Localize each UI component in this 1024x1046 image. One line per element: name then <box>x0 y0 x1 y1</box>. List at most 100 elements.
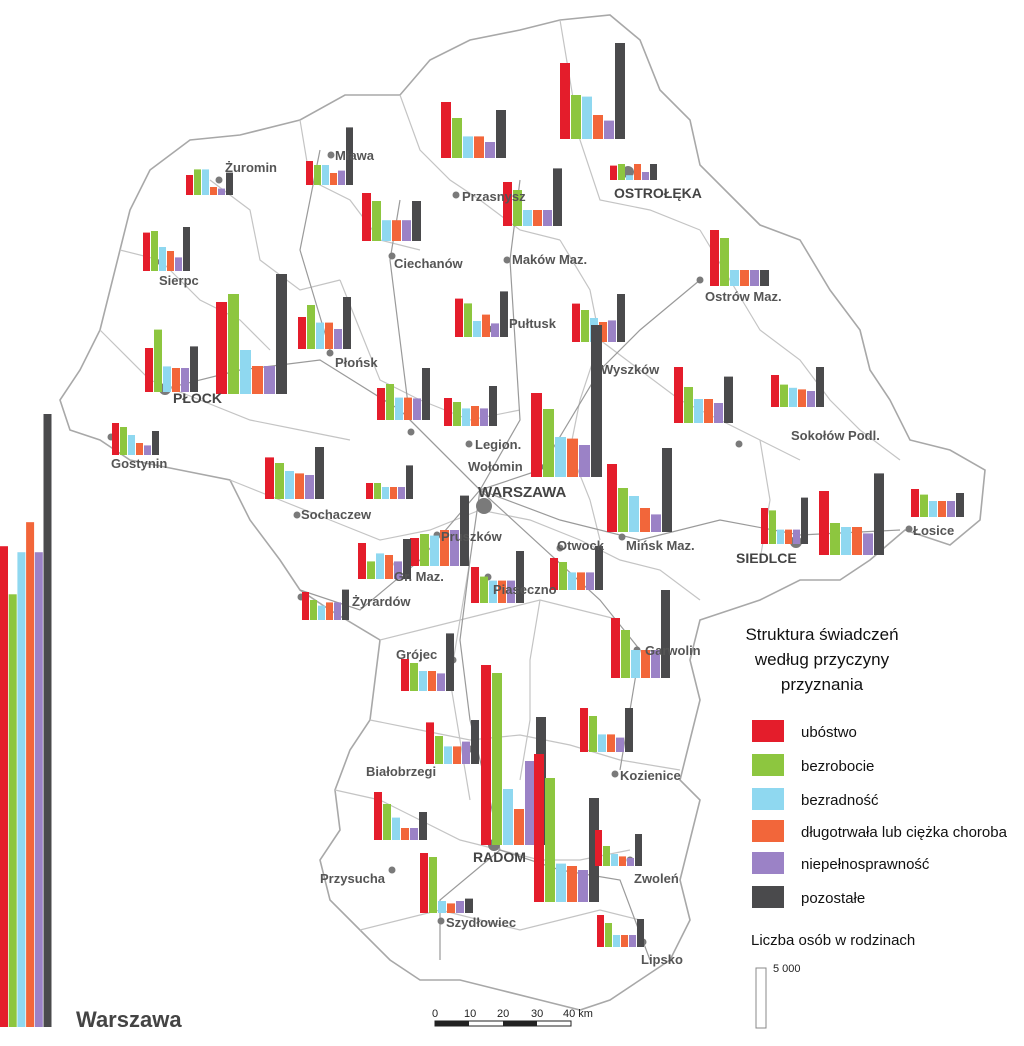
chart-bar <box>465 898 473 913</box>
chart-bar <box>920 494 928 517</box>
chart-bar <box>500 291 508 337</box>
legend-swatch <box>752 886 784 908</box>
chart-bar <box>785 529 792 544</box>
label-legion: Legion. <box>475 437 521 452</box>
chart-bar <box>798 389 806 407</box>
chart-bar <box>625 708 633 752</box>
chart-bar <box>374 792 382 840</box>
chart-bar <box>383 804 391 840</box>
chart-bar <box>531 393 542 477</box>
chart-bar <box>394 561 402 579</box>
bar-charts <box>112 43 964 947</box>
chart-bar <box>330 173 337 185</box>
chart-bar <box>382 487 389 499</box>
city-chart <box>534 754 599 902</box>
chart-bar <box>412 201 421 241</box>
city-labels: Żuromin Mława Przasnysz OSTROŁĘKA Sierpc… <box>111 148 954 967</box>
legend-title-line2: według przyczyny <box>754 650 890 669</box>
label-szydlowiec: Szydłowiec <box>446 915 516 930</box>
chart-bar <box>489 580 497 603</box>
chart-bar <box>714 403 723 423</box>
label-sochaczew: Sochaczew <box>301 507 372 522</box>
chart-bar <box>444 398 452 426</box>
chart-bar <box>489 386 497 426</box>
chart-bar <box>760 270 769 286</box>
warszawa-bar <box>0 546 8 1027</box>
warszawa-bar <box>34 552 43 1027</box>
legend-size-bar <box>755 967 767 1029</box>
city-chart <box>819 473 884 555</box>
chart-bar <box>464 303 472 337</box>
chart-bar <box>460 495 469 566</box>
city-chart <box>611 590 670 678</box>
label-losice: Łosice <box>913 523 954 538</box>
legend-title-line1: Struktura świadczeń <box>745 625 898 644</box>
chart-bar <box>435 736 443 764</box>
chart-bar <box>516 551 524 603</box>
chart-bar <box>446 633 454 691</box>
chart-bar <box>491 323 499 337</box>
city-chart <box>143 227 190 271</box>
chart-bar <box>559 562 567 590</box>
chart-bar <box>595 830 602 866</box>
chart-bar <box>626 175 633 180</box>
label-przysucha: Przysucha <box>320 871 386 886</box>
chart-bar <box>761 508 768 544</box>
chart-bar <box>567 438 578 477</box>
chart-bar <box>816 367 824 407</box>
chart-bar <box>640 508 650 532</box>
chart-bar <box>598 734 606 752</box>
chart-bar <box>175 257 182 271</box>
label-sokolow: Sokołów Podl. <box>791 428 880 443</box>
chart-bar <box>420 853 428 913</box>
chart-bar <box>674 367 683 423</box>
chart-bar <box>218 188 225 195</box>
chart-bar <box>621 935 628 947</box>
legend-size-title: Liczba osób w rodzinach <box>751 932 915 949</box>
label-otwock: Otwock <box>557 538 605 553</box>
chart-bar <box>410 663 418 691</box>
chart-bar <box>613 935 620 947</box>
chart-bar <box>710 230 719 286</box>
chart-bar <box>314 165 321 185</box>
chart-bar <box>492 673 502 845</box>
label-warszawa: WARSZAWA <box>478 484 566 501</box>
city-chart <box>503 168 562 226</box>
chart-bar <box>704 399 713 423</box>
chart-bar <box>392 817 400 840</box>
chart-bar <box>947 501 955 517</box>
chart-bar <box>310 600 317 620</box>
chart-bar <box>938 501 946 517</box>
chart-bar <box>629 496 639 532</box>
chart-bar <box>599 322 607 342</box>
region-outline <box>59 14 986 1011</box>
chart-bar <box>629 935 636 947</box>
city-chart <box>420 853 473 913</box>
label-plonsk: Płońsk <box>335 355 378 370</box>
city-chart <box>410 495 469 566</box>
chart-bar <box>684 387 693 423</box>
chart-bar <box>480 408 488 426</box>
scalebar-tick-1: 10 <box>464 1008 476 1020</box>
city-chart <box>595 830 642 866</box>
chart-bar <box>163 366 171 392</box>
chart-bar <box>641 650 650 678</box>
chart-bar <box>398 487 405 499</box>
chart-bar <box>473 321 481 337</box>
chart-bar <box>362 193 371 241</box>
label-grodzisk: Gr. Maz. <box>394 569 444 584</box>
chart-bar <box>450 530 459 566</box>
label-mlawa: Mława <box>335 148 375 163</box>
chart-bar <box>750 270 759 286</box>
chart-bar <box>819 491 829 555</box>
chart-bar <box>372 201 381 241</box>
chart-bar <box>593 115 603 139</box>
chart-bar <box>190 346 198 392</box>
chart-bar <box>346 127 353 185</box>
city-chart <box>444 386 497 426</box>
chart-bar <box>481 665 491 845</box>
city-chart <box>298 297 351 349</box>
chart-bar <box>430 535 439 566</box>
chart-bar <box>462 741 470 764</box>
